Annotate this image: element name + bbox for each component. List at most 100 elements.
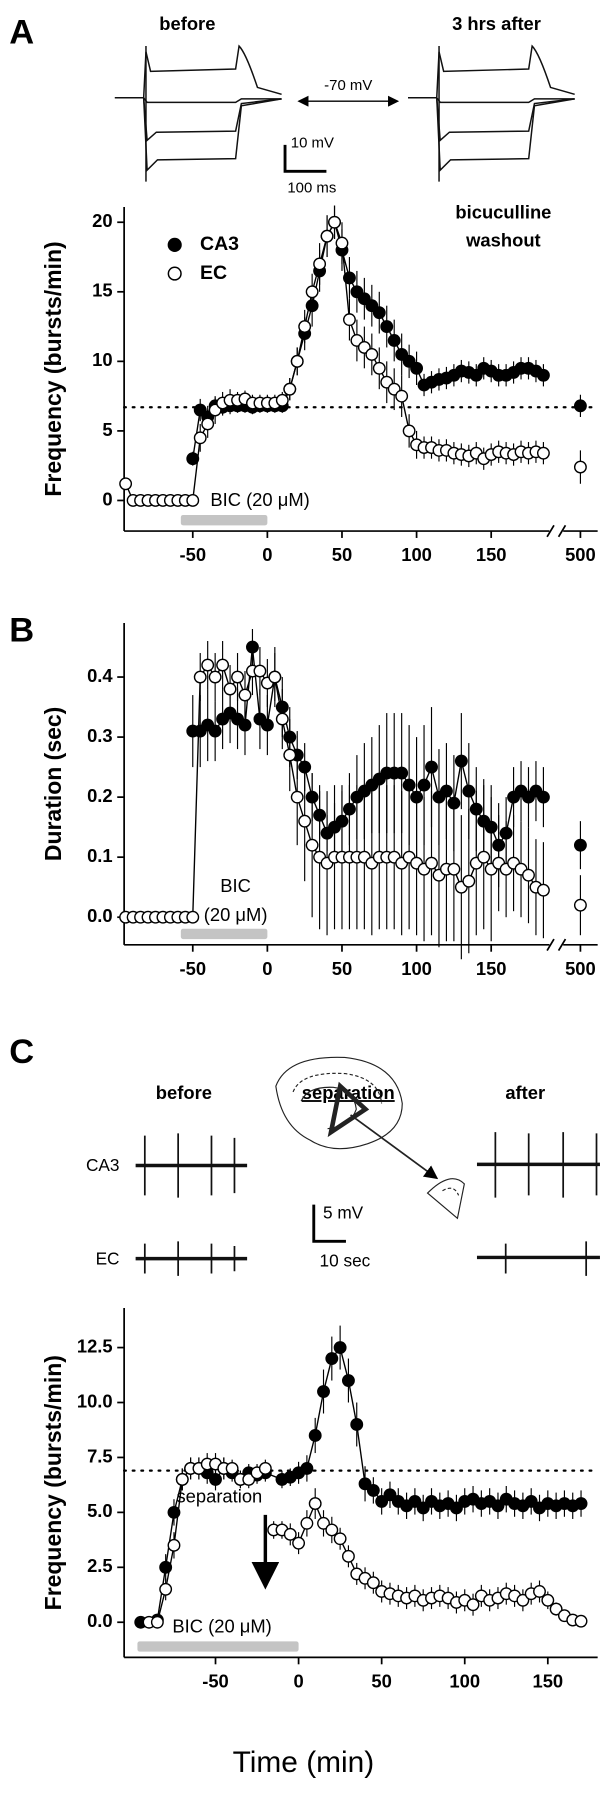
inset-label: 5 mV [323, 1202, 364, 1222]
data-point [533, 1585, 546, 1598]
x-tick-label: 150 [532, 1671, 563, 1692]
data-point [522, 868, 535, 882]
data-point [574, 1497, 588, 1511]
x-tick-label: 100 [401, 544, 432, 565]
drug-bar [180, 514, 268, 526]
y-tick-label: 0.0 [87, 1610, 113, 1631]
data-point [159, 1582, 173, 1596]
data-point [298, 320, 312, 334]
data-point [573, 898, 587, 912]
data-point [320, 229, 334, 243]
legend-marker [167, 237, 182, 252]
y-tick-label: 0.0 [87, 905, 113, 926]
data-point [372, 361, 386, 375]
data-point [383, 1488, 397, 1502]
data-point [201, 658, 215, 672]
data-point [380, 320, 394, 334]
data-point [449, 1501, 463, 1515]
data-point [268, 670, 282, 684]
data-point [292, 1536, 306, 1550]
data-point [186, 910, 200, 924]
data-point [258, 1461, 272, 1475]
data-point [387, 334, 401, 347]
data-point [231, 670, 244, 684]
data-point [536, 883, 550, 897]
data-point [536, 446, 550, 460]
data-point [343, 313, 356, 327]
data-point [216, 658, 230, 672]
data-point [462, 784, 476, 798]
data-point [549, 1602, 563, 1616]
data-point [275, 712, 289, 726]
data-point [491, 1499, 505, 1513]
x-tick-label: 100 [449, 1671, 480, 1692]
data-point [223, 682, 237, 696]
data-point [395, 389, 409, 403]
y-tick-label: 20 [92, 210, 112, 231]
data-point [208, 670, 222, 684]
drug-label: BIC [220, 875, 251, 896]
data-point [524, 1494, 538, 1508]
y-tick-label: 0 [102, 488, 112, 509]
data-point [167, 1538, 181, 1552]
y-tick-label: 5.0 [87, 1500, 113, 1521]
data-point [343, 271, 356, 285]
data-point [325, 1523, 339, 1537]
data-point [341, 1549, 355, 1563]
axis-break-mark [546, 938, 567, 952]
y-tick-label: 0.4 [87, 665, 113, 686]
data-point [283, 1527, 297, 1541]
y-tick-label: 5 [102, 419, 112, 440]
data-point [186, 452, 200, 466]
data-point [238, 718, 252, 732]
axis-break-mark [546, 524, 567, 538]
data-point [208, 724, 222, 738]
legend-label: CA3 [200, 233, 239, 255]
data-point [573, 399, 587, 413]
data-point [574, 1614, 588, 1628]
event-label: separation [176, 1486, 262, 1507]
legend-marker [167, 266, 182, 281]
x-tick-label: 150 [476, 958, 507, 979]
trace [407, 45, 576, 183]
drug-label: BIC (20 μM) [210, 489, 309, 510]
data-point [283, 382, 297, 396]
data-point [333, 1341, 347, 1355]
data-point [325, 1352, 339, 1365]
y-axis-label: Frequency (bursts/min) [40, 1355, 66, 1610]
y-tick-label: 0.3 [87, 725, 113, 746]
data-point [410, 361, 424, 375]
data-point [573, 460, 587, 474]
data-point [317, 1516, 330, 1530]
data-point [366, 1483, 380, 1497]
inset-label: after [505, 1082, 545, 1103]
inset-label: 10 mV [291, 135, 334, 152]
data-point [477, 850, 491, 864]
drug-bar [137, 1641, 299, 1652]
x-tick-label: 50 [332, 544, 352, 565]
data-point [308, 1429, 322, 1442]
data-point [328, 215, 341, 229]
panel-label: A [9, 14, 34, 52]
data-point [439, 784, 453, 798]
y-axis-label: Frequency (bursts/min) [40, 241, 66, 496]
data-point [193, 431, 207, 445]
data-point [462, 874, 476, 888]
x-tick-label: 50 [332, 958, 352, 979]
data-point [300, 1516, 314, 1530]
data-point [466, 1598, 480, 1612]
data-point [350, 1418, 364, 1431]
y-tick-label: 15 [92, 280, 112, 301]
data-point [447, 862, 461, 876]
x-tick-label: 500 [565, 544, 596, 565]
data-point [238, 688, 252, 702]
data-point [536, 368, 550, 382]
y-tick-label: 10 [92, 349, 112, 370]
data-point [573, 838, 587, 852]
y-tick-label: 0.2 [87, 785, 113, 806]
data-point [290, 790, 304, 804]
inset-label: 3 hrs after [452, 13, 541, 34]
inset-label: CA3 [86, 1155, 120, 1175]
